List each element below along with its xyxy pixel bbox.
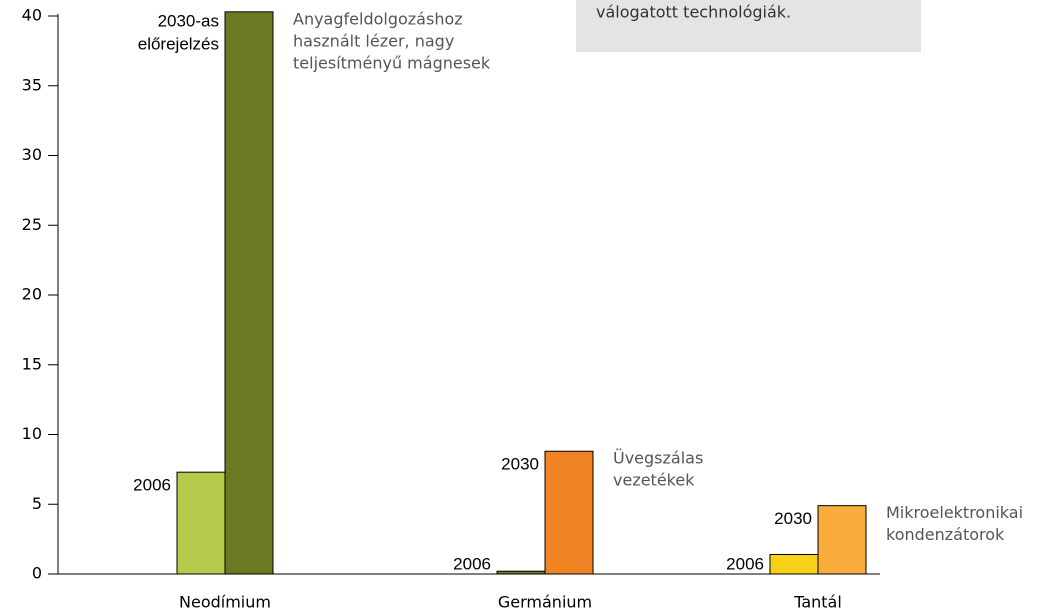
y-tick-label: 40 (22, 6, 42, 25)
annotation: vezetékek (613, 471, 695, 490)
bar-label: 2030 (774, 509, 812, 528)
annotation: használt lézer, nagy (293, 32, 454, 51)
bar-label: 2006 (453, 554, 491, 573)
annotation: Anyagfeldolgozáshoz (293, 10, 463, 29)
note-box (576, 0, 921, 52)
y-tick-label: 35 (22, 75, 42, 94)
y-tick-label: 25 (22, 215, 42, 234)
bar (176, 471, 226, 575)
bar-label: 2030 (501, 455, 539, 474)
bar (224, 11, 274, 575)
bar-label: 2030-as (158, 11, 219, 30)
x-tick-label: Germánium (498, 593, 592, 609)
bar-label: 2006 (726, 554, 764, 573)
annotation: kondenzátorok (886, 525, 1005, 544)
bar (544, 450, 594, 575)
bar-label: 2006 (133, 476, 171, 495)
y-tick-label: 5 (32, 494, 42, 513)
y-tick-label: 10 (22, 424, 42, 443)
bar (496, 570, 546, 575)
x-tick-label: Tantál (793, 593, 842, 609)
bar (817, 505, 867, 575)
annotation: teljesítményű mágnesek (293, 54, 491, 73)
bar (769, 553, 819, 575)
annotation: Mikroelektronikai (886, 503, 1023, 522)
y-tick-label: 20 (22, 285, 42, 304)
note: válogatott technológiák. (596, 3, 791, 22)
x-tick-label: Neodímium (179, 593, 271, 609)
y-tick-label: 0 (32, 564, 42, 583)
bar-label: előrejelzés (138, 34, 219, 53)
annotation: Üvegszálas (613, 449, 703, 468)
y-tick-label: 15 (22, 354, 42, 373)
y-tick-label: 30 (22, 145, 42, 164)
